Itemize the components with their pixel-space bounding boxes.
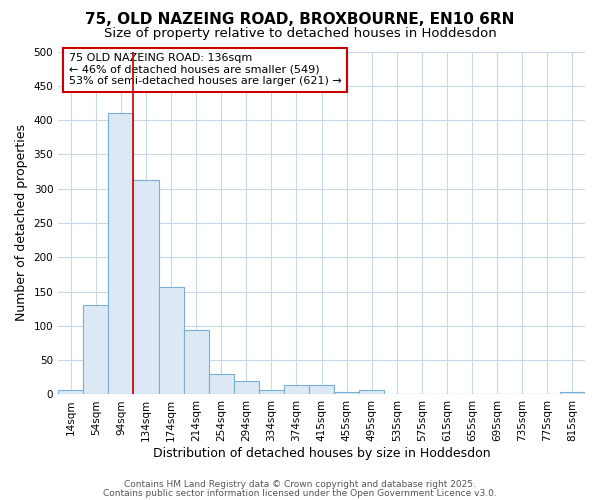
Bar [284,385,309,394]
Text: 75 OLD NAZEING ROAD: 136sqm
← 46% of detached houses are smaller (549)
53% of se: 75 OLD NAZEING ROAD: 136sqm ← 46% of det… [69,53,341,86]
X-axis label: Distribution of detached houses by size in Hoddesdon: Distribution of detached houses by size … [153,447,490,460]
Bar [259,390,284,394]
Bar [560,392,585,394]
Text: Size of property relative to detached houses in Hoddesdon: Size of property relative to detached ho… [104,28,496,40]
Bar [109,113,133,394]
Bar [83,304,109,394]
Bar [234,382,259,394]
Text: Contains public sector information licensed under the Open Government Licence v3: Contains public sector information licen… [103,488,497,498]
Y-axis label: Number of detached properties: Number of detached properties [15,124,28,322]
Bar [133,180,158,394]
Bar [359,390,385,394]
Bar [334,392,359,394]
Bar [58,390,83,394]
Bar [309,385,334,394]
Text: Contains HM Land Registry data © Crown copyright and database right 2025.: Contains HM Land Registry data © Crown c… [124,480,476,489]
Text: 75, OLD NAZEING ROAD, BROXBOURNE, EN10 6RN: 75, OLD NAZEING ROAD, BROXBOURNE, EN10 6… [85,12,515,28]
Bar [209,374,234,394]
Bar [184,330,209,394]
Bar [158,287,184,395]
